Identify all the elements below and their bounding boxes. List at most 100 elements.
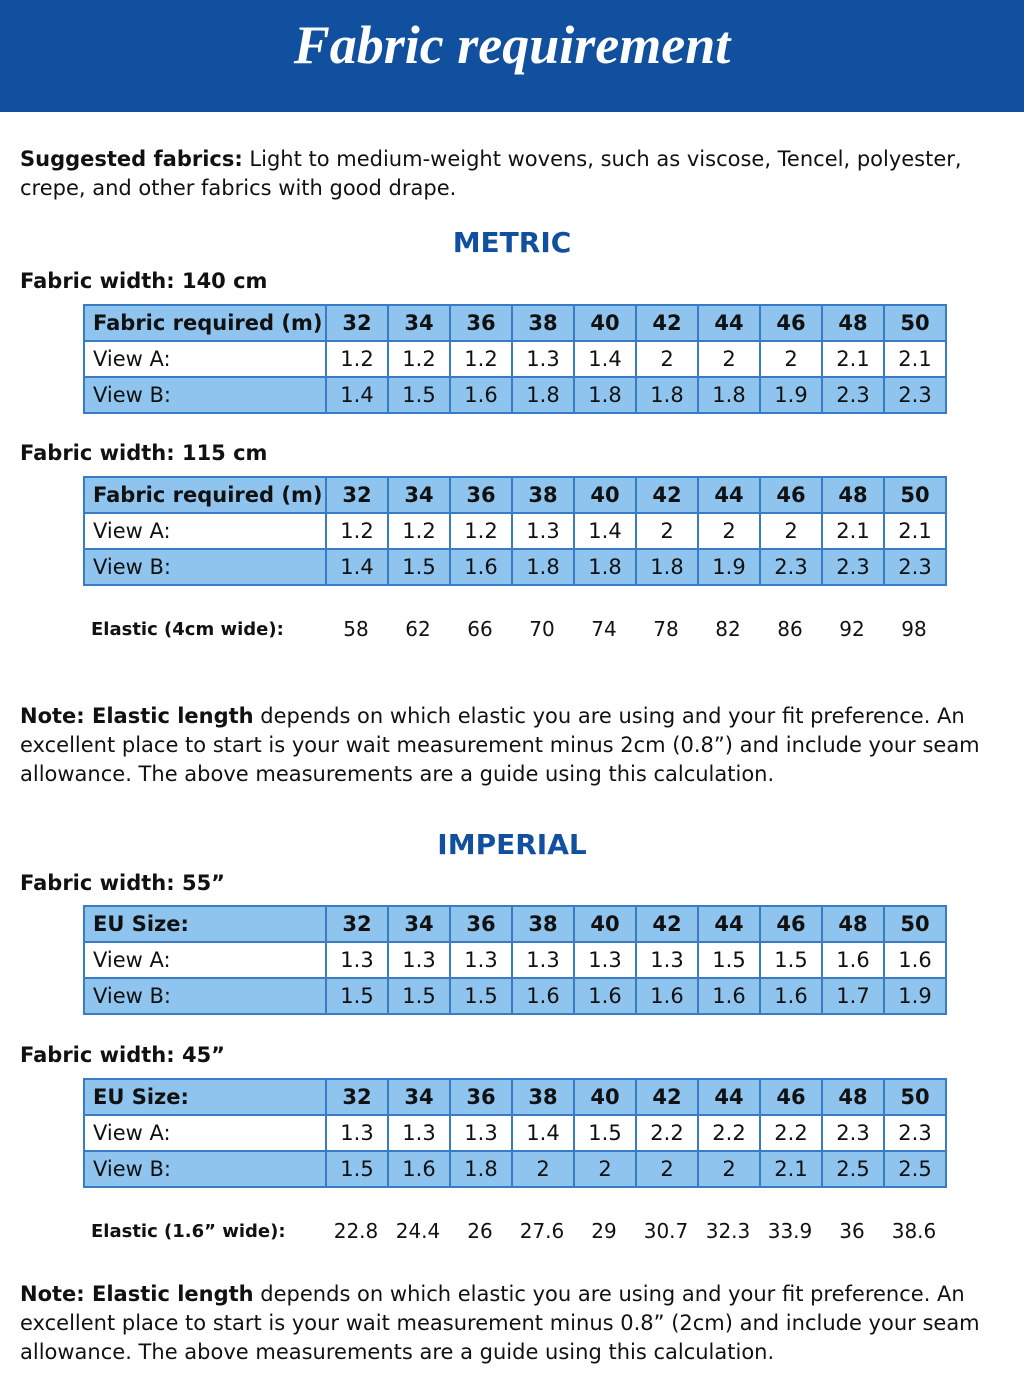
table-cell: 1.8 xyxy=(573,548,637,586)
table-cell: 2 xyxy=(759,340,823,378)
table-cell: 2.1 xyxy=(821,512,885,550)
table-cell: 1.5 xyxy=(387,548,451,586)
header-cell: 32 xyxy=(325,905,389,943)
header-cell: 42 xyxy=(635,1078,699,1116)
table-cell: 1.3 xyxy=(449,1114,513,1152)
fabric-table: Fabric required (m) 32 34 36 38 40 42 44 46 48 50 V… xyxy=(83,476,947,586)
header-row: EU Size: 32 34 36 38 40 42 44 46 48 50 xyxy=(83,905,947,943)
table-cell: 2 xyxy=(635,512,699,550)
header-cell: Fabric required (m) xyxy=(83,304,327,342)
page-title: Fabric requirement xyxy=(293,15,731,75)
table-cell: 1.4 xyxy=(573,340,637,378)
header-cell: 34 xyxy=(387,1078,451,1116)
table-cell: 1.6 xyxy=(449,376,513,414)
table-row: View A: 1.2 1.2 1.2 1.3 1.4 2 2 2 2.1 2.1 xyxy=(83,512,947,550)
note-text: depends on which elastic you are using a… xyxy=(20,1282,980,1364)
table-cell: 1.6 xyxy=(883,941,947,979)
header-row: Fabric required (m) 32 34 36 38 40 42 44 46 48 50 xyxy=(83,476,947,514)
table-cell: 1.3 xyxy=(387,1114,451,1152)
table-cell: 1.2 xyxy=(387,512,451,550)
table-cell: View A: xyxy=(83,340,327,378)
table-cell: 1.6 xyxy=(387,1150,451,1188)
table-cell: 1.5 xyxy=(573,1114,637,1152)
width-label: Fabric width: 55” xyxy=(20,871,225,895)
header-cell: 50 xyxy=(883,476,947,514)
elastic-label: Elastic (4cm wide): xyxy=(91,618,284,640)
header-cell: EU Size: xyxy=(83,905,327,943)
table-cell: 2.1 xyxy=(759,1150,823,1188)
table-cell: 2.1 xyxy=(883,340,947,378)
header-cell: 34 xyxy=(387,304,451,342)
header-cell: 40 xyxy=(573,1078,637,1116)
table-cell: View B: xyxy=(83,1150,327,1188)
table-cell: 1.5 xyxy=(387,977,451,1015)
table-cell: 1.3 xyxy=(387,941,451,979)
table-cell: 1.7 xyxy=(821,977,885,1015)
table-cell: View A: xyxy=(83,512,327,550)
header-cell: 32 xyxy=(325,1078,389,1116)
header-cell: 44 xyxy=(697,476,761,514)
table-cell: 1.2 xyxy=(449,512,513,550)
table-cell: 2.3 xyxy=(821,548,885,586)
table-cell: 1.6 xyxy=(697,977,761,1015)
header-cell: 48 xyxy=(821,304,885,342)
header-cell: EU Size: xyxy=(83,1078,327,1116)
table-cell: 1.2 xyxy=(387,340,451,378)
table-cell: 2.2 xyxy=(759,1114,823,1152)
table-cell: View B: xyxy=(83,548,327,586)
section-heading: IMPERIAL xyxy=(437,828,587,861)
table-cell: 1.3 xyxy=(511,340,575,378)
fabric-table: Fabric required (m) 32 34 36 38 40 42 44 46 48 50 V… xyxy=(83,304,947,414)
elastic-table: Elastic (1.6” wide): 22.8 24.4 26 27.6 29 30.7… xyxy=(83,1216,945,1246)
header-cell: 40 xyxy=(573,905,637,943)
table-row: View B: 1.4 1.5 1.6 1.8 1.8 1.8 1.9 2.3 2.3 2.3 xyxy=(83,548,947,586)
header-row: Fabric required (m) 32 34 36 38 40 42 44 46 48 50 xyxy=(83,304,947,342)
header-cell: 40 xyxy=(573,304,637,342)
header-cell: 38 xyxy=(511,905,575,943)
table-cell: 1.3 xyxy=(511,941,575,979)
elastic-value: 29 xyxy=(591,1219,617,1243)
width-label: Fabric width: 115 cm xyxy=(20,441,268,465)
table-cell: 2 xyxy=(759,512,823,550)
table-cell: 1.2 xyxy=(325,340,389,378)
elastic-value: 26 xyxy=(467,1219,493,1243)
table-cell: View A: xyxy=(83,941,327,979)
header-cell: 38 xyxy=(511,1078,575,1116)
table-cell: 1.3 xyxy=(511,512,575,550)
header-cell: 50 xyxy=(883,905,947,943)
table-cell: 1.8 xyxy=(511,376,575,414)
elastic-value: 62 xyxy=(405,617,431,641)
elastic-value: 36 xyxy=(839,1219,865,1243)
table-cell: 1.8 xyxy=(697,376,761,414)
fabric-table: EU Size: 32 34 36 38 40 42 44 46 48 50 View A: 1.3 1.… xyxy=(83,905,947,1015)
table-row: View A: 1.3 1.3 1.3 1.3 1.3 1.3 1.5 1.5 1.6 1.6 xyxy=(83,941,947,979)
table-cell: 2.1 xyxy=(883,512,947,550)
elastic-value: 32.3 xyxy=(705,1219,751,1243)
elastic-value: 66 xyxy=(467,617,493,641)
table-cell: 2.5 xyxy=(883,1150,947,1188)
note: Note: Elastic length depends on which el… xyxy=(20,702,1010,789)
table-cell: 2.3 xyxy=(759,548,823,586)
table-cell: 1.5 xyxy=(759,941,823,979)
table-cell: 2.3 xyxy=(883,548,947,586)
table-cell: View B: xyxy=(83,376,327,414)
header-cell: 44 xyxy=(697,905,761,943)
header-cell: 36 xyxy=(449,304,513,342)
table-row: View A: 1.2 1.2 1.2 1.3 1.4 2 2 2 2.1 2.1 xyxy=(83,340,947,378)
fabric-table: EU Size: 32 34 36 38 40 42 44 46 48 50 View A: 1.3 1.… xyxy=(83,1078,947,1188)
table-cell: 1.8 xyxy=(449,1150,513,1188)
table-cell: 2 xyxy=(635,340,699,378)
elastic-value: 27.6 xyxy=(519,1219,565,1243)
elastic-value: 33.9 xyxy=(767,1219,813,1243)
table-cell: 1.4 xyxy=(325,548,389,586)
table-cell: 1.8 xyxy=(635,548,699,586)
table-cell: 1.3 xyxy=(635,941,699,979)
header-cell: 34 xyxy=(387,905,451,943)
table-cell: 1.6 xyxy=(759,977,823,1015)
table-cell: 1.9 xyxy=(883,977,947,1015)
header-cell: Fabric required (m) xyxy=(83,476,327,514)
intro-label: Suggested fabrics: xyxy=(20,147,243,171)
table-cell: 1.5 xyxy=(325,977,389,1015)
section-heading: METRIC xyxy=(452,226,572,259)
